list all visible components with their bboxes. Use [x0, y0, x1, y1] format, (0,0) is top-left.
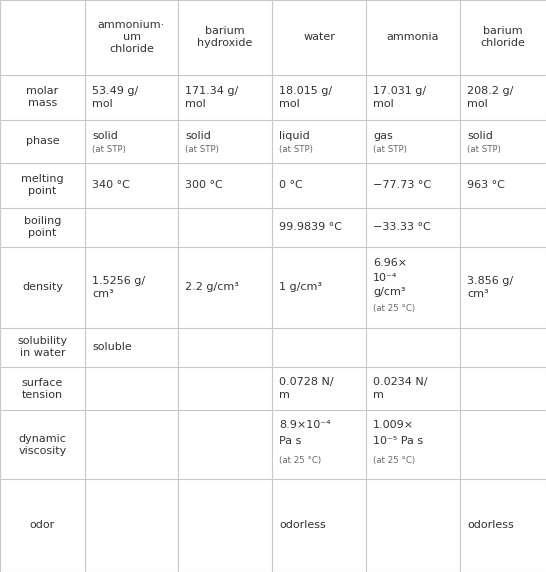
- Text: 0.0234 N/
m: 0.0234 N/ m: [373, 378, 428, 400]
- Text: ammonium·
um
chloride: ammonium· um chloride: [98, 21, 165, 54]
- Text: solid: solid: [185, 132, 211, 141]
- Text: barium
chloride: barium chloride: [480, 26, 525, 49]
- Text: dynamic
viscosity: dynamic viscosity: [19, 434, 67, 455]
- Text: 53.49 g/
mol: 53.49 g/ mol: [92, 86, 138, 109]
- Text: (at STP): (at STP): [373, 145, 407, 154]
- Text: (at STP): (at STP): [279, 145, 313, 154]
- Text: 3.856 g/
cm³: 3.856 g/ cm³: [467, 276, 513, 299]
- Text: 340 °C: 340 °C: [92, 181, 130, 190]
- Text: water: water: [303, 33, 335, 42]
- Text: Pa s: Pa s: [279, 436, 301, 446]
- Text: 10⁻⁴: 10⁻⁴: [373, 273, 397, 283]
- Text: (at STP): (at STP): [185, 145, 219, 154]
- Text: molar
mass: molar mass: [26, 86, 58, 109]
- Text: 1.5256 g/
cm³: 1.5256 g/ cm³: [92, 276, 145, 299]
- Text: liquid: liquid: [279, 132, 310, 141]
- Text: 18.015 g/
mol: 18.015 g/ mol: [279, 86, 332, 109]
- Text: density: density: [22, 283, 63, 292]
- Text: odor: odor: [30, 521, 55, 530]
- Text: 300 °C: 300 °C: [185, 181, 223, 190]
- Text: −77.73 °C: −77.73 °C: [373, 181, 431, 190]
- Text: odorless: odorless: [467, 521, 514, 530]
- Text: 0 °C: 0 °C: [279, 181, 302, 190]
- Text: 1 g/cm³: 1 g/cm³: [279, 283, 322, 292]
- Text: 171.34 g/
mol: 171.34 g/ mol: [185, 86, 238, 109]
- Text: 963 °C: 963 °C: [467, 181, 505, 190]
- Text: (at STP): (at STP): [92, 145, 126, 154]
- Text: 6.96×: 6.96×: [373, 258, 407, 268]
- Text: 8.9×10⁻⁴: 8.9×10⁻⁴: [279, 420, 331, 430]
- Text: g/cm³: g/cm³: [373, 287, 406, 297]
- Text: (at 25 °C): (at 25 °C): [373, 304, 415, 313]
- Text: melting
point: melting point: [21, 174, 64, 197]
- Text: 10⁻⁵ Pa s: 10⁻⁵ Pa s: [373, 436, 423, 446]
- Text: soluble: soluble: [92, 343, 132, 352]
- Text: barium
hydroxide: barium hydroxide: [197, 26, 253, 49]
- Text: boiling
point: boiling point: [24, 216, 61, 239]
- Text: (at 25 °C): (at 25 °C): [373, 456, 415, 465]
- Text: odorless: odorless: [279, 521, 326, 530]
- Text: (at STP): (at STP): [467, 145, 501, 154]
- Text: 99.9839 °C: 99.9839 °C: [279, 223, 342, 232]
- Text: 1.009×: 1.009×: [373, 420, 414, 430]
- Text: −33.33 °C: −33.33 °C: [373, 223, 431, 232]
- Text: gas: gas: [373, 132, 393, 141]
- Text: 0.0728 N/
m: 0.0728 N/ m: [279, 378, 334, 400]
- Text: (at 25 °C): (at 25 °C): [279, 456, 321, 465]
- Text: 208.2 g/
mol: 208.2 g/ mol: [467, 86, 513, 109]
- Text: 2.2 g/cm³: 2.2 g/cm³: [185, 283, 239, 292]
- Text: phase: phase: [26, 137, 60, 146]
- Text: solid: solid: [467, 132, 493, 141]
- Text: surface
tension: surface tension: [22, 378, 63, 399]
- Text: 17.031 g/
mol: 17.031 g/ mol: [373, 86, 426, 109]
- Text: solubility
in water: solubility in water: [17, 336, 68, 359]
- Text: solid: solid: [92, 132, 118, 141]
- Text: ammonia: ammonia: [387, 33, 439, 42]
